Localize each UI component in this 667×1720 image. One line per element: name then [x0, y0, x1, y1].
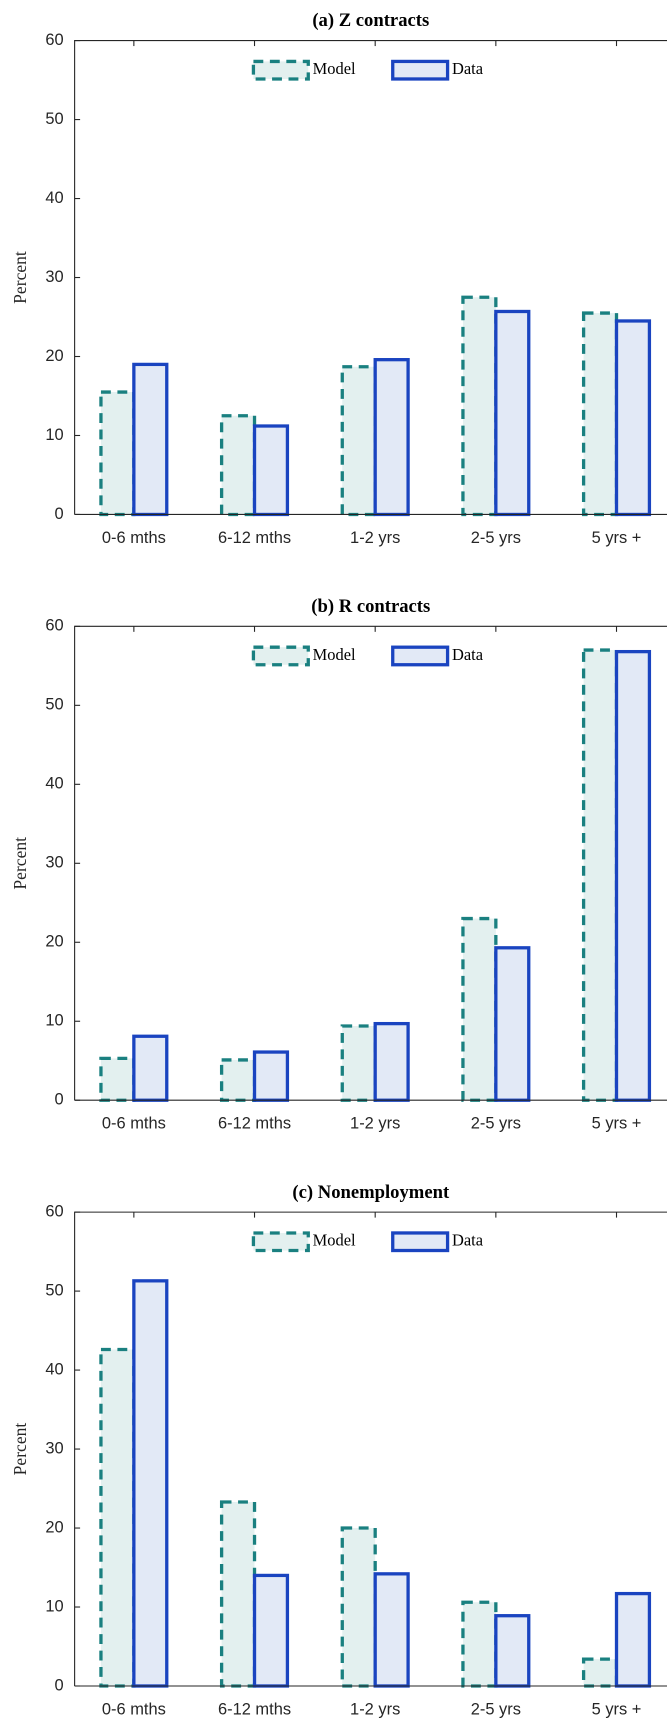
y-tick-label: 20 [45, 347, 63, 365]
y-tick-label: 40 [45, 775, 63, 793]
y-tick-label: 20 [45, 933, 63, 951]
y-tick-label: 20 [45, 1518, 63, 1536]
bar [461, 295, 498, 517]
axis-frame [74, 1211, 667, 1687]
bar [132, 362, 169, 517]
legend-label: Data [452, 1231, 484, 1250]
y-tick-label: 60 [45, 31, 63, 49]
x-tick-label: 6-12 mths [218, 529, 291, 547]
bar [252, 1050, 290, 1102]
bar [252, 1573, 290, 1688]
bar [132, 1279, 169, 1688]
bar [581, 311, 619, 517]
bar [461, 916, 498, 1102]
x-tick-label: 5 yrs + [592, 1700, 642, 1718]
y-tick-label: 60 [45, 617, 63, 635]
x-tick-label: 2-5 yrs [471, 529, 521, 547]
y-tick-label: 30 [45, 268, 63, 286]
chart-title: (a) Z contracts [312, 10, 429, 31]
bar [373, 358, 410, 517]
bar [340, 1526, 377, 1688]
y-tick-label: 40 [45, 1360, 63, 1378]
bar [99, 1056, 136, 1102]
y-tick-label: 0 [54, 1091, 63, 1109]
y-tick-label: 0 [54, 505, 63, 523]
bar [494, 309, 531, 517]
y-tick-label: 10 [45, 426, 63, 444]
y-tick-label: 30 [45, 1439, 63, 1457]
x-tick-label: 1-2 yrs [350, 1115, 400, 1133]
y-axis-label: Percent [10, 251, 30, 304]
y-axis-label: Percent [10, 837, 30, 890]
bar [340, 365, 377, 517]
bar [581, 648, 619, 1102]
y-tick-label: 50 [45, 110, 63, 128]
bar [219, 1058, 257, 1102]
y-tick-label: 50 [45, 696, 63, 714]
y-tick-label: 30 [45, 854, 63, 872]
axis-frame [74, 625, 667, 1101]
y-tick-label: 10 [45, 1597, 63, 1615]
legend-label: Model [313, 645, 356, 664]
x-tick-label: 0-6 mths [102, 1115, 166, 1133]
chart-title: (b) R contracts [311, 596, 430, 617]
y-tick-label: 10 [45, 1012, 63, 1030]
legend-label: Model [313, 59, 356, 78]
legend-swatch [251, 59, 310, 81]
x-tick-label: 2-5 yrs [471, 1115, 521, 1133]
bar [461, 1600, 498, 1688]
bar [494, 1614, 531, 1688]
y-axis-label: Percent [10, 1423, 30, 1476]
x-tick-label: 1-2 yrs [350, 529, 400, 547]
bar [581, 1657, 619, 1688]
axis-frame [74, 40, 667, 516]
bar [252, 424, 290, 517]
y-tick-label: 50 [45, 1281, 63, 1299]
bar [340, 1024, 377, 1102]
bar [614, 649, 652, 1102]
x-tick-label: 1-2 yrs [350, 1700, 400, 1718]
bar [219, 414, 257, 517]
bar [219, 1500, 257, 1688]
legend-swatch [251, 1231, 310, 1253]
bar [373, 1572, 410, 1688]
legend-label: Model [313, 1231, 356, 1250]
y-tick-label: 60 [45, 1202, 63, 1220]
bar [373, 1021, 410, 1102]
legend-swatch [391, 59, 450, 81]
bar [99, 1347, 136, 1688]
x-tick-label: 6-12 mths [218, 1700, 291, 1718]
x-tick-label: 5 yrs + [592, 529, 642, 547]
legend-swatch [391, 645, 450, 667]
legend-swatch [391, 1231, 450, 1253]
bar [614, 319, 652, 517]
x-tick-label: 0-6 mths [102, 1700, 166, 1718]
legend-label: Data [452, 59, 484, 78]
bar [132, 1034, 169, 1102]
x-tick-label: 0-6 mths [102, 529, 166, 547]
bar [614, 1591, 652, 1688]
y-tick-label: 0 [54, 1676, 63, 1694]
legend-swatch [251, 645, 310, 667]
chart-title: (c) Nonemployment [292, 1182, 450, 1203]
legend-label: Data [452, 645, 484, 664]
x-tick-label: 2-5 yrs [471, 1700, 521, 1718]
x-tick-label: 5 yrs + [592, 1115, 642, 1133]
x-tick-label: 6-12 mths [218, 1115, 291, 1133]
bar [99, 390, 136, 517]
bar [494, 946, 531, 1102]
y-tick-label: 40 [45, 189, 63, 207]
